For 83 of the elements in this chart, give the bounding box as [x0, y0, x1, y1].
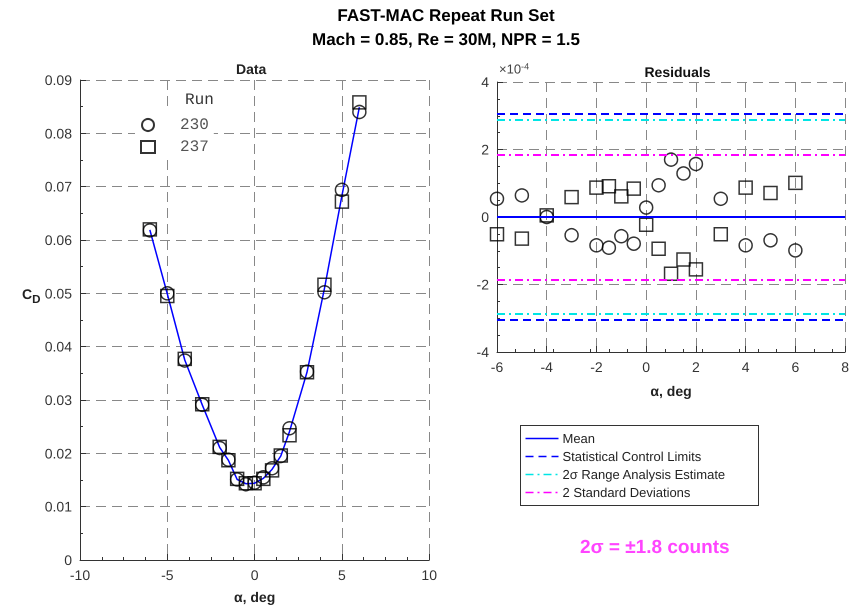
point [676, 166, 691, 181]
y-tick-label: -4 [476, 344, 490, 360]
y-tick-label: 0.05 [44, 285, 72, 302]
point [602, 179, 616, 194]
point [564, 228, 579, 242]
point [626, 236, 642, 251]
y-tick-label: 0 [481, 209, 490, 225]
point [738, 180, 753, 195]
point [614, 189, 629, 204]
point [282, 421, 297, 436]
legend-label: 2σ Range Analysis Estimate [562, 467, 726, 482]
point [490, 192, 504, 206]
point [589, 180, 604, 195]
point [688, 262, 704, 277]
point [638, 218, 654, 232]
point [651, 178, 666, 193]
point [317, 285, 332, 300]
x-axis-title: α, deg [650, 383, 692, 399]
point [282, 428, 297, 442]
point [651, 241, 666, 256]
y-tick-label: 0.09 [44, 72, 72, 88]
y-tick-label: 0.04 [44, 338, 72, 355]
point [788, 176, 803, 190]
x-tick-label: 8 [841, 359, 850, 375]
y-tick-label: 0.02 [44, 445, 72, 462]
legend-label: 2 Standard Deviations [562, 485, 691, 500]
y-tick-label: 2 [481, 142, 490, 158]
chart-title: Residuals [644, 64, 711, 80]
point [514, 188, 530, 203]
x-tick-label: -4 [540, 359, 554, 375]
chart-subtitle: Mach = 0.85, Re = 30M, NPR = 1.5 [311, 29, 581, 51]
legend-label: Statistical Control Limits [562, 449, 702, 464]
text: Data [236, 61, 267, 77]
point [763, 233, 778, 248]
x-tick-label: -2 [590, 359, 603, 375]
x-tick-label: 4 [742, 359, 750, 375]
x-tick-label: -10 [70, 567, 90, 583]
point [676, 252, 691, 267]
x-axis-title: α, deg [234, 589, 276, 605]
x-tick-label: 2 [692, 359, 700, 375]
point [638, 200, 654, 215]
chart-title: FAST-MAC Repeat Run Set [336, 5, 556, 27]
point [614, 228, 629, 244]
y-tick-label: 4 [481, 74, 490, 90]
y-tick-label: 0 [64, 552, 72, 568]
legend-label: 230 [180, 116, 209, 134]
x-tick-label: 5 [338, 567, 346, 583]
legend-title: Run [185, 91, 214, 109]
y-tick-label: 0.03 [44, 392, 72, 408]
y-tick-label: 0.08 [44, 125, 72, 142]
point [626, 181, 642, 196]
point [334, 182, 350, 198]
point [589, 238, 604, 253]
legend-label: Mean [562, 431, 596, 446]
point [352, 95, 367, 110]
point [664, 266, 678, 281]
legend-label: 237 [180, 138, 209, 156]
point [490, 226, 504, 242]
point [714, 192, 728, 206]
y-tick-label: 0.07 [44, 178, 72, 195]
x-tick-label: 10 [421, 567, 438, 583]
point [317, 278, 332, 292]
x-tick-label: -6 [490, 359, 504, 375]
point [564, 190, 579, 204]
point [714, 226, 728, 242]
point [788, 243, 803, 258]
x-tick-label: -5 [161, 567, 174, 583]
point [352, 104, 367, 120]
point [602, 240, 616, 255]
x-tick-label: 0 [250, 567, 259, 583]
point [334, 194, 350, 209]
y-tick-label: 0.01 [44, 498, 72, 515]
point [688, 156, 704, 172]
y-axis-title: C$_{D}$ [22, 286, 41, 306]
y-tick-label: -2 [476, 276, 490, 292]
x-tick-label: 0 [642, 359, 650, 375]
text: 2σ = ±1.8 counts [580, 537, 730, 558]
point [763, 186, 778, 200]
point [664, 152, 678, 167]
y-tick-label: 0.06 [44, 232, 72, 248]
x-tick-label: 6 [791, 359, 800, 375]
point [514, 231, 530, 246]
point [738, 238, 753, 253]
